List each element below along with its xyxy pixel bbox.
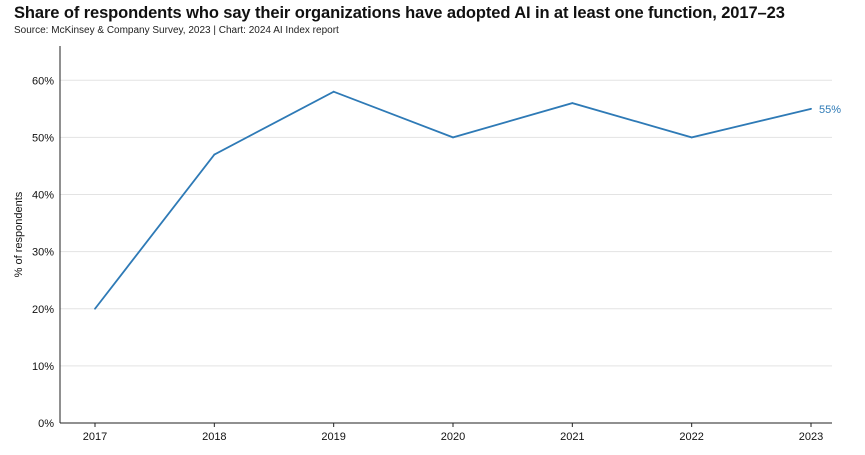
- x-tick-label: 2018: [202, 431, 226, 443]
- y-axis-label: % of respondents: [13, 191, 25, 277]
- series-layer: 55%: [94, 90, 841, 310]
- x-tick-label: 2020: [441, 431, 465, 443]
- chart-subtitle: Source: McKinsey & Company Survey, 2023 …: [14, 25, 339, 36]
- y-tick-label: 60%: [32, 75, 54, 87]
- x-tick-label: 2017: [83, 431, 107, 443]
- chart-title: Share of respondents who say their organ…: [14, 4, 785, 22]
- gridlines: [60, 79, 832, 367]
- y-tick-label: 30%: [32, 247, 54, 259]
- data-point: [94, 307, 96, 310]
- x-tick-label: 2022: [679, 431, 703, 443]
- y-tick-label: 10%: [32, 361, 54, 373]
- x-axis-ticks: 2017 2018 2019 2020 2021 2022 2023: [83, 423, 823, 443]
- data-point: [332, 90, 335, 93]
- series-line: [94, 90, 812, 310]
- x-tick-label: 2019: [321, 431, 345, 443]
- data-point: [571, 102, 574, 105]
- y-tick-label: 40%: [32, 190, 54, 202]
- y-tick-label: 20%: [32, 304, 54, 316]
- y-axis-ticks: 0% 10% 20% 30% 40% 50% 60%: [32, 75, 54, 430]
- y-tick-label: 0%: [38, 418, 54, 430]
- x-tick-label: 2021: [560, 431, 584, 443]
- data-point: [452, 136, 454, 139]
- y-tick-label: 50%: [32, 132, 54, 144]
- data-point: [690, 136, 693, 139]
- data-point: [810, 107, 812, 110]
- end-value-label: 55%: [819, 104, 841, 116]
- data-point: [213, 153, 216, 156]
- x-tick-label: 2023: [799, 431, 823, 443]
